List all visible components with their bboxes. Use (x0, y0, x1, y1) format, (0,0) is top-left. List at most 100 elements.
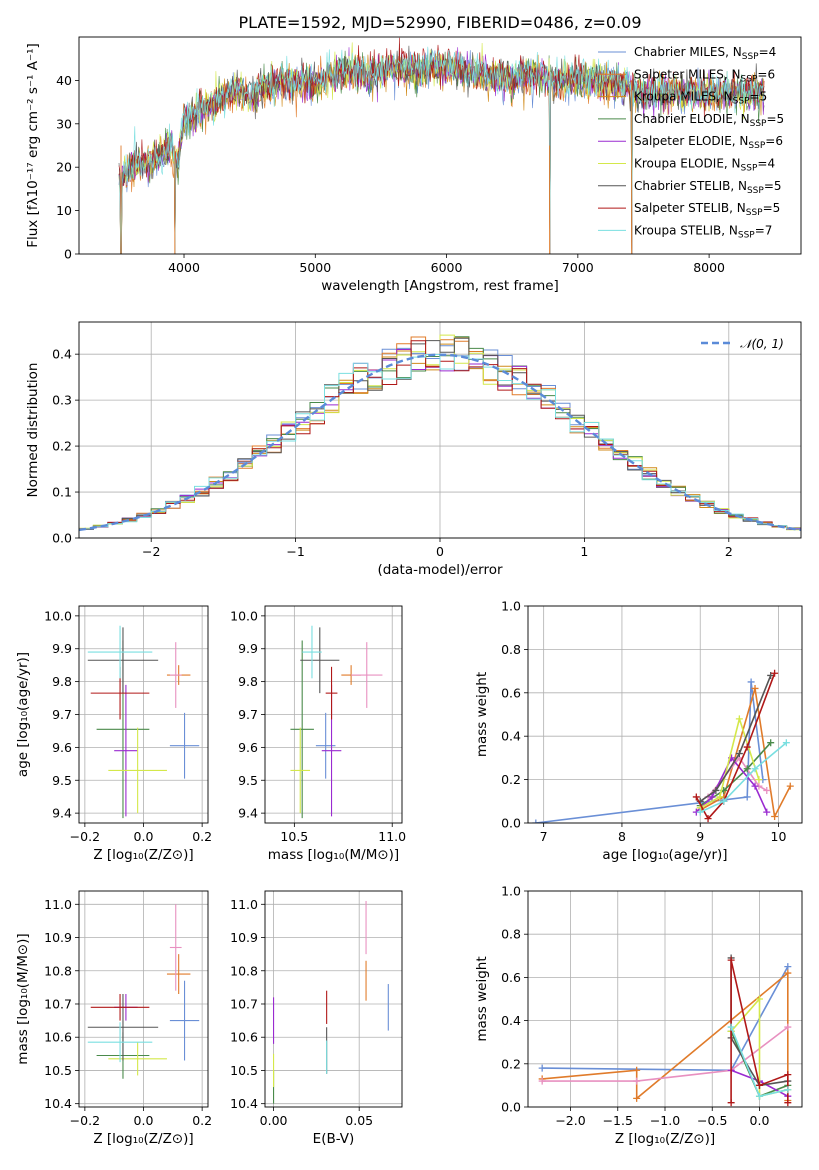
errorbar-point (166, 954, 191, 995)
errorbar-point (87, 994, 159, 1061)
weight-marker (751, 684, 759, 692)
y-tick-label: 1.0 (501, 884, 521, 899)
y-tick-label: 10.7 (230, 996, 258, 1011)
chart-title: PLATE=1592, MJD=52990, FIBERID=0486, z=0… (238, 13, 641, 32)
y-tick-label: 11.0 (230, 897, 258, 912)
y-tick-label: 10.9 (44, 930, 72, 945)
y-tick-label: 40 (56, 73, 72, 88)
y-tick-label: 9.8 (238, 674, 258, 689)
x-tick-label: 7000 (562, 260, 594, 275)
x-tick-label: −1.0 (650, 1113, 680, 1128)
weight-marker (743, 765, 751, 773)
errorbar-point (290, 640, 314, 819)
errorbar-point (169, 642, 182, 708)
errorbar-point (87, 627, 159, 694)
weight-marker (786, 782, 794, 790)
y-tick-label: 30 (56, 116, 72, 131)
y-tick-label: 10.9 (230, 930, 258, 945)
x-tick-label: 5000 (299, 260, 331, 275)
plot-area (87, 904, 200, 1079)
panel-mass_vs_ebv: 0.00 0.05 10.4 10.5 10.6 10.7 10.8 10.9 11.0 E(B-… (230, 890, 403, 1147)
weight-marker (712, 786, 720, 794)
errorbar-point (90, 994, 150, 1021)
weight-series (727, 956, 792, 1107)
y-tick-label: 9.9 (52, 641, 72, 656)
weight-marker (755, 1081, 763, 1089)
weight-marker (751, 782, 759, 790)
x-tick-label: 0.0 (134, 829, 154, 844)
plot-area (87, 625, 200, 819)
y-tick-label: 1.0 (501, 599, 521, 614)
plot-area (538, 954, 792, 1107)
weight-marker (727, 1023, 735, 1031)
x-tick-label: 8000 (693, 260, 725, 275)
y-tick-label: 0.0 (52, 531, 72, 546)
y-tick-label: 11.0 (44, 897, 72, 912)
panel-weight_vs_age: 7 8 9 10 0.0 0.2 0.4 0.6 0.8 1.0 age [log₁₀(age/yr… (474, 599, 803, 863)
legend-entry: Salpeter MILES, NSSP=6 (634, 67, 775, 84)
x-tick-label: 7 (540, 829, 548, 844)
y-tick-label: 9.7 (238, 707, 258, 722)
x-tick-label: −1.5 (603, 1113, 633, 1128)
y-tick-label: 20 (56, 160, 72, 175)
panel-age_vs_mass: 10.5 11.0 9.4 9.5 9.6 9.7 9.8 9.9 10.0 mass [log₁… (230, 605, 406, 863)
y-tick-label: 0.0 (501, 1100, 521, 1115)
x-tick-label: 0.0 (134, 1113, 154, 1128)
x-tick-label: 9 (696, 829, 704, 844)
errorbar-point (169, 904, 182, 991)
plot-area (290, 625, 383, 819)
y-axis-label: mass weight (474, 672, 490, 757)
weight-series (692, 754, 771, 816)
weight-marker (633, 1077, 641, 1085)
errorbar-point (302, 625, 322, 679)
y-tick-label: 9.9 (238, 641, 258, 656)
weight-marker (704, 815, 712, 823)
y-tick-label: 10.0 (44, 608, 72, 623)
weight-marker (784, 963, 792, 971)
weight-line (699, 742, 787, 813)
weight-marker (784, 1099, 792, 1107)
weight-marker (784, 969, 792, 977)
legend-entry: Kroupa ELODIE, NSSP=4 (634, 157, 775, 174)
legend-entry: Kroupa STELIB, NSSP=7 (634, 223, 772, 240)
weight-series (696, 739, 790, 816)
y-tick-label: 0.4 (501, 729, 521, 744)
weight-marker (633, 1066, 641, 1074)
legend: Chabrier MILES, NSSP=4 Salpeter MILES, NS… (598, 45, 784, 240)
y-tick-label: 9.8 (52, 674, 72, 689)
x-tick-label: 10 (771, 829, 787, 844)
y-axis-label: mass weight (474, 956, 490, 1041)
y-tick-label: 10.4 (44, 1096, 72, 1111)
weight-marker (743, 743, 751, 751)
x-tick-label: 0 (436, 544, 444, 559)
y-tick-label: 10.4 (230, 1096, 258, 1111)
panel-residuals: −2 −1 0 1 2 0.0 0.1 0.2 0.3 0.4 (data-model)/error… (25, 321, 802, 578)
x-axis-label: Z [log₁₀(Z/Z⊙)] (93, 1131, 193, 1147)
y-tick-label: 0.2 (501, 1056, 521, 1071)
x-tick-label: 0.00 (260, 1113, 288, 1128)
errorbar-point (169, 712, 200, 779)
weight-marker (716, 793, 724, 801)
weight-marker (784, 1023, 792, 1031)
errorbar-point (87, 1022, 153, 1063)
x-axis-label: age [log₁₀(age/yr)] (602, 847, 727, 863)
axes-frame (527, 605, 803, 824)
panel-mass_vs_Z: −0.2 0.0 0.2 10.4 10.5 10.6 10.7 10.8 10.9 11.0 Z … (15, 890, 212, 1147)
x-tick-label: −0.2 (70, 829, 100, 844)
y-tick-label: 9.4 (238, 806, 258, 821)
x-axis-label: Z [log₁₀(Z/Z⊙)] (93, 847, 193, 863)
panel-spectrum: 4000 5000 6000 7000 8000 0 10 20 30 40 wavelength … (25, 13, 802, 294)
errorbar-point (300, 627, 340, 694)
weight-series (696, 715, 763, 812)
y-axis-label: Flux [fλ10⁻¹⁷ erg cm⁻² s⁻¹ A⁻¹] (25, 43, 41, 248)
y-axis-label: mass [log₁₀(M/M⊙)] (15, 933, 31, 1064)
panel-weight_vs_Z: −2.0 −1.5 −1.0 −0.5 0.0 0.0 0.2 0.4 0.6 0.8 1.0 Z [… (474, 884, 803, 1147)
weight-line (699, 675, 772, 802)
y-tick-label: 10.6 (44, 1030, 72, 1045)
weight-line (699, 715, 760, 809)
x-tick-label: −1 (286, 544, 304, 559)
axes-frame (264, 890, 403, 1108)
x-tick-label: 10.5 (280, 829, 308, 844)
x-tick-label: −0.5 (697, 1113, 727, 1128)
weight-line (535, 681, 764, 823)
